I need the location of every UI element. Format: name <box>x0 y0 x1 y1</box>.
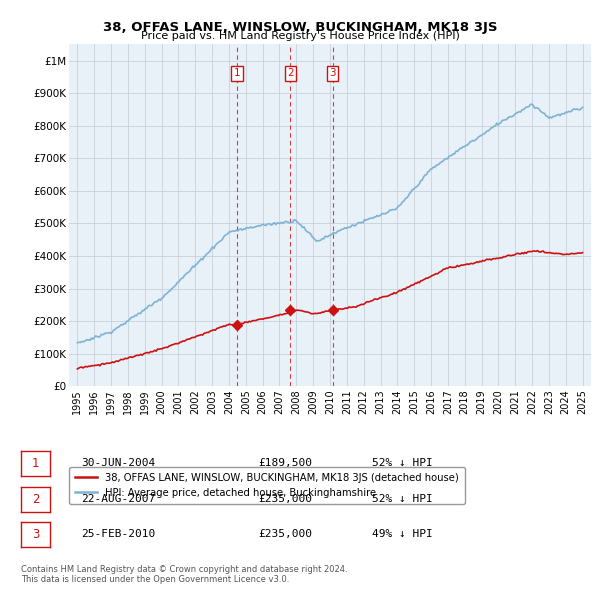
Text: £235,000: £235,000 <box>258 494 312 503</box>
Legend: 38, OFFAS LANE, WINSLOW, BUCKINGHAM, MK18 3JS (detached house), HPI: Average pri: 38, OFFAS LANE, WINSLOW, BUCKINGHAM, MK1… <box>69 467 464 504</box>
Text: 1: 1 <box>32 457 39 470</box>
Text: Price paid vs. HM Land Registry's House Price Index (HPI): Price paid vs. HM Land Registry's House … <box>140 31 460 41</box>
Text: 52% ↓ HPI: 52% ↓ HPI <box>372 494 433 503</box>
Text: 2: 2 <box>287 68 294 78</box>
Text: 3: 3 <box>32 528 39 541</box>
Text: 49% ↓ HPI: 49% ↓ HPI <box>372 529 433 539</box>
Text: 38, OFFAS LANE, WINSLOW, BUCKINGHAM, MK18 3JS: 38, OFFAS LANE, WINSLOW, BUCKINGHAM, MK1… <box>103 21 497 34</box>
Text: 30-JUN-2004: 30-JUN-2004 <box>81 458 155 468</box>
Text: £235,000: £235,000 <box>258 529 312 539</box>
Text: 1: 1 <box>234 68 241 78</box>
Text: £189,500: £189,500 <box>258 458 312 468</box>
Text: Contains HM Land Registry data © Crown copyright and database right 2024.: Contains HM Land Registry data © Crown c… <box>21 565 347 574</box>
Text: 2: 2 <box>32 493 39 506</box>
Text: 22-AUG-2007: 22-AUG-2007 <box>81 494 155 503</box>
Text: 3: 3 <box>329 68 336 78</box>
Text: 52% ↓ HPI: 52% ↓ HPI <box>372 458 433 468</box>
Text: 25-FEB-2010: 25-FEB-2010 <box>81 529 155 539</box>
Text: This data is licensed under the Open Government Licence v3.0.: This data is licensed under the Open Gov… <box>21 575 289 584</box>
